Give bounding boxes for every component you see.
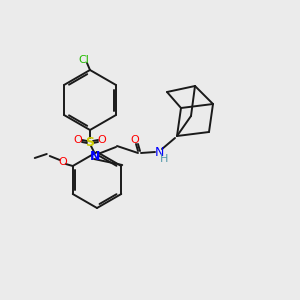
Text: O: O — [130, 135, 140, 145]
Text: O: O — [74, 135, 82, 145]
Text: S: S — [85, 136, 94, 148]
Text: Cl: Cl — [79, 55, 89, 65]
Text: O: O — [98, 135, 106, 145]
Text: O: O — [58, 157, 67, 167]
Text: H: H — [160, 154, 168, 164]
Text: N: N — [154, 146, 164, 158]
Text: N: N — [90, 149, 100, 163]
